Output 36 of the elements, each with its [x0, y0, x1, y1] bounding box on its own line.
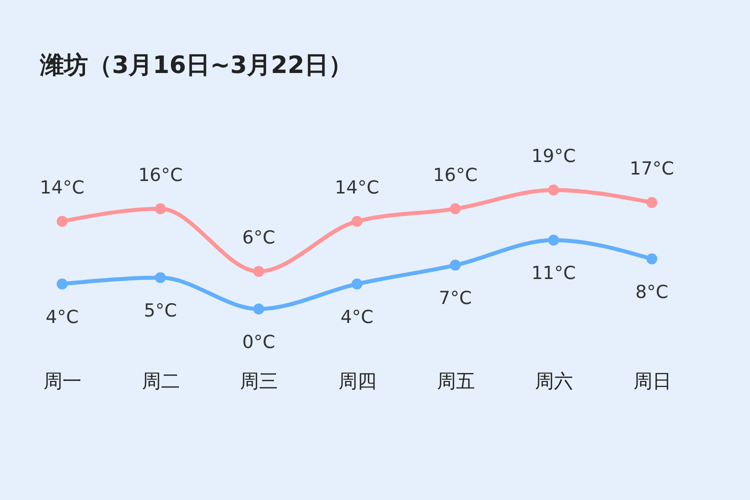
point — [253, 266, 264, 277]
x-tick-label: 周日 — [633, 370, 672, 392]
point — [646, 197, 658, 208]
data-label: 14°C — [40, 177, 84, 198]
data-label: 19°C — [531, 146, 576, 167]
data-label: 4°C — [340, 306, 374, 328]
data-label: 17°C — [630, 158, 674, 180]
point — [154, 272, 166, 284]
x-tick-label: 周一 — [44, 370, 82, 392]
data-label: 7°C — [438, 288, 472, 310]
data-label: 16°C — [138, 164, 183, 186]
data-label: 0°C — [242, 332, 276, 353]
x-tick-label: 周五 — [436, 370, 475, 392]
point — [154, 203, 166, 214]
data-label: 16°C — [433, 164, 478, 186]
data-label: 5°C — [144, 300, 177, 322]
data-label: 4°C — [46, 306, 79, 328]
point — [646, 253, 658, 264]
data-label: 11°C — [531, 263, 576, 284]
point — [56, 216, 68, 227]
x-tick-label: 周三 — [240, 370, 278, 392]
x-tick-label: 周四 — [338, 370, 376, 392]
point — [352, 278, 362, 290]
x-tick-label: 周二 — [142, 370, 180, 392]
point — [450, 260, 461, 271]
data-label: 14°C — [334, 177, 380, 198]
point — [450, 203, 461, 214]
data-label: 8°C — [635, 282, 668, 303]
point — [56, 278, 68, 290]
data-label: 6°C — [242, 227, 276, 248]
point — [253, 304, 264, 314]
point — [548, 234, 560, 246]
x-tick-label: 周六 — [535, 370, 574, 392]
point — [548, 184, 560, 196]
chart-title: 潍坊（3月16日~3月22日） — [39, 51, 352, 79]
point — [352, 216, 362, 227]
